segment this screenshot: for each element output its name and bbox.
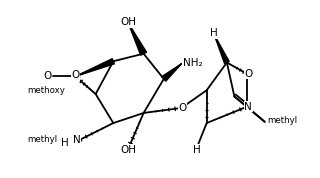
Text: H: H bbox=[61, 138, 69, 148]
Text: O: O bbox=[43, 71, 52, 81]
Text: OH: OH bbox=[120, 145, 136, 155]
Polygon shape bbox=[76, 59, 114, 76]
Text: methyl: methyl bbox=[267, 116, 297, 125]
Text: O: O bbox=[244, 69, 252, 79]
Text: NH₂: NH₂ bbox=[183, 57, 202, 67]
Text: H: H bbox=[193, 145, 200, 155]
Text: OH: OH bbox=[120, 17, 136, 27]
Text: methoxy: methoxy bbox=[28, 86, 65, 95]
Text: N: N bbox=[244, 102, 252, 112]
Polygon shape bbox=[128, 23, 147, 55]
Text: O: O bbox=[179, 103, 187, 113]
Polygon shape bbox=[162, 64, 181, 81]
Text: O: O bbox=[71, 70, 80, 80]
Text: H: H bbox=[210, 28, 218, 38]
Text: methyl: methyl bbox=[28, 135, 58, 145]
Text: N: N bbox=[73, 135, 81, 145]
Polygon shape bbox=[214, 35, 229, 64]
